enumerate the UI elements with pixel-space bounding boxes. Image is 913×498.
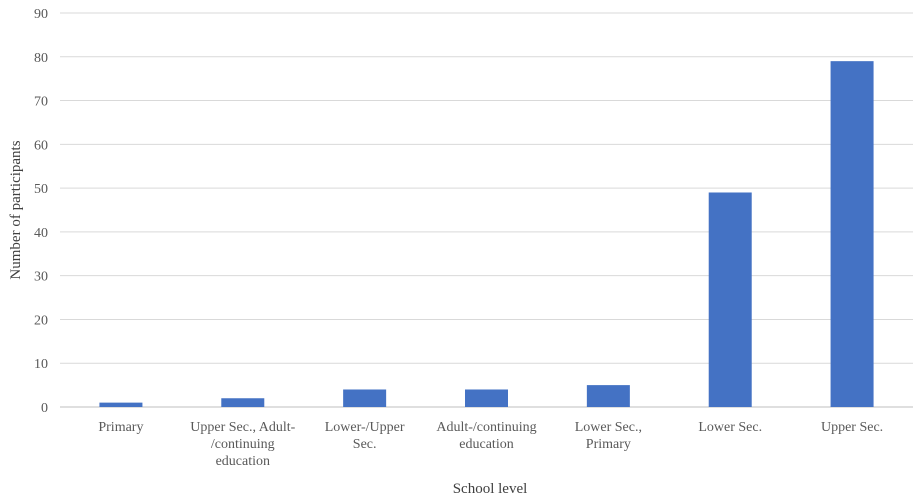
x-category-label: Lower Sec., Primary [575, 420, 642, 452]
y-tick-label: 90 [34, 7, 48, 22]
bar [343, 389, 387, 407]
bar [99, 402, 143, 407]
x-category-label-line: Sec. [353, 437, 377, 452]
bar [221, 398, 265, 407]
gridlines [60, 12, 913, 408]
y-tick-label: 80 [34, 51, 48, 66]
y-tick-label: 40 [34, 226, 48, 241]
x-axis-title: School level [453, 481, 528, 497]
x-category-label-line: Lower-/Upper [325, 420, 405, 435]
x-category-label-line: Primary [98, 420, 143, 435]
bar [465, 389, 508, 407]
y-tick-label: 0 [41, 401, 48, 416]
y-tick-label: 50 [34, 182, 48, 197]
bars [99, 61, 874, 408]
x-category-label-line: Upper Sec., Adult- [190, 420, 295, 435]
y-tick-label: 60 [34, 138, 48, 153]
y-axis-title: Number of participants [8, 140, 24, 279]
x-category-label-line: Adult-/continuing [436, 420, 536, 435]
x-category-label-line: Primary [586, 437, 631, 452]
y-axis-ticks: 0 10 20 30 40 50 60 70 80 90 [34, 7, 48, 416]
y-tick-label: 10 [34, 357, 48, 372]
x-axis-category-labels: Primary Upper Sec., Adult- /continuing educ… [98, 420, 883, 469]
bar [586, 385, 630, 407]
bar [708, 192, 752, 407]
y-tick-label: 20 [34, 313, 48, 328]
y-tick-label: 30 [34, 270, 48, 285]
x-category-label: Primary [98, 420, 143, 435]
x-category-label-line: Lower Sec. [698, 420, 762, 435]
x-category-label-line: education [216, 454, 270, 469]
x-category-label: Upper Sec., Adult- /continuing education [190, 420, 295, 469]
x-category-label-line: Lower Sec., [575, 420, 642, 435]
y-tick-label: 70 [34, 95, 48, 110]
x-category-label: Lower Sec. [698, 420, 762, 435]
x-category-label: Lower-/Upper Sec. [325, 420, 405, 452]
x-category-label: Adult-/continuing education [436, 420, 536, 452]
x-category-label-line: Upper Sec. [821, 420, 883, 435]
bar [830, 61, 874, 408]
x-category-label: Upper Sec. [821, 420, 883, 435]
x-category-label-line: education [459, 437, 513, 452]
x-category-label-line: /continuing [211, 437, 275, 452]
